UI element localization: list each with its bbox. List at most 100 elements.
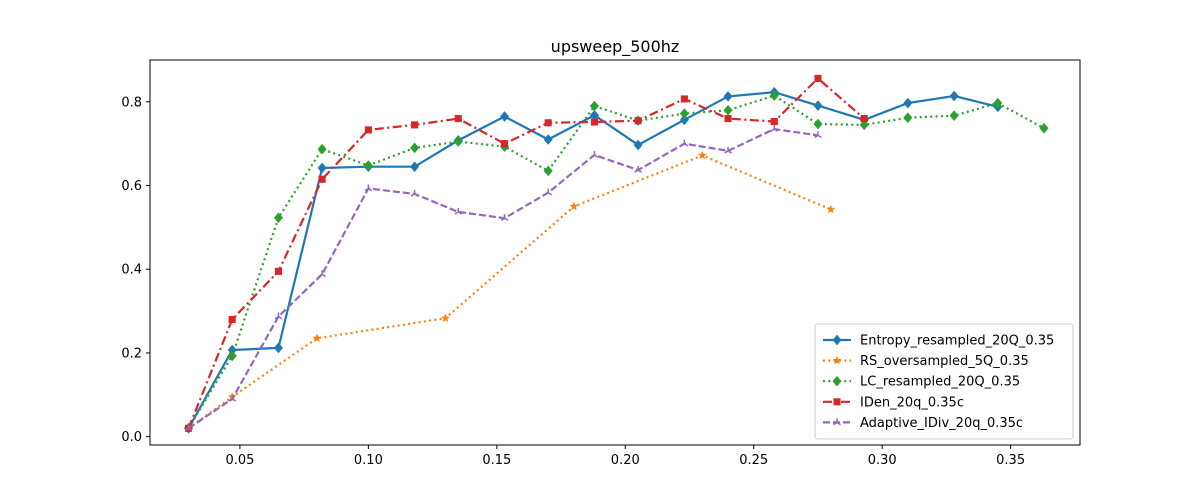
data-point <box>589 100 600 112</box>
legend-box <box>814 323 1074 440</box>
data-point <box>274 267 283 275</box>
data-point <box>410 142 420 154</box>
data-point <box>680 139 689 147</box>
data-point <box>903 97 913 109</box>
legend-marker <box>833 418 841 426</box>
data-point <box>814 74 822 82</box>
data-point <box>411 121 419 129</box>
legend-marker <box>832 375 842 387</box>
data-point <box>826 204 836 214</box>
data-point <box>723 91 733 102</box>
legend-label: IDen_20q_0.35c <box>860 395 964 410</box>
data-point <box>410 189 419 197</box>
legend-entry: Adaptive_IDiv_20q_0.35c <box>823 416 1023 431</box>
data-point <box>590 150 599 158</box>
legend-marker <box>832 334 842 346</box>
data-point <box>499 111 510 122</box>
y-tick-label: 0.0 <box>121 430 142 445</box>
data-point <box>569 201 579 211</box>
data-point <box>228 315 236 324</box>
data-point <box>633 139 643 151</box>
plot-frame <box>149 59 1081 446</box>
data-point <box>724 146 732 154</box>
y-tick-label: 0.2 <box>121 346 142 361</box>
data-point <box>454 115 462 123</box>
data-point <box>814 131 822 139</box>
data-point <box>993 97 1003 109</box>
data-point <box>634 117 642 125</box>
data-point <box>440 313 450 323</box>
data-point <box>227 350 237 362</box>
y-axis: 0.0 0.2 0.4 0.6 0.8 <box>121 95 150 445</box>
x-tick-label: 0.25 <box>739 453 768 468</box>
data-point <box>184 424 193 432</box>
x-axis: 0.05 0.10 0.15 0.20 0.25 0.30 0.35 <box>225 445 1025 468</box>
data-point <box>500 140 509 148</box>
data-point <box>949 90 959 102</box>
data-point <box>454 207 463 215</box>
series-line <box>187 94 1045 429</box>
data-point <box>769 90 779 101</box>
data-point <box>453 136 463 147</box>
x-tick-label: 0.10 <box>354 453 383 468</box>
data-point <box>364 126 372 134</box>
data-point <box>273 212 284 224</box>
data-point <box>318 175 326 183</box>
data-point <box>680 95 688 103</box>
legend-entry: Entropy_resampled_20Q_0.35 <box>823 334 1054 349</box>
data-point <box>590 118 598 126</box>
data-point <box>1039 122 1049 134</box>
legend-entry: RS_oversampled_5Q_0.35 <box>823 354 1029 369</box>
data-point <box>903 112 913 124</box>
data-point <box>274 312 283 320</box>
legend-entry: IDen_20q_0.35c <box>823 395 964 410</box>
legend: Entropy_resampled_20Q_0.35 RS_oversampled… <box>814 323 1074 440</box>
data-point <box>228 394 237 402</box>
data-point <box>364 184 373 192</box>
legend-marker <box>832 355 842 365</box>
data-point <box>312 333 322 343</box>
x-tick-label: 0.15 <box>482 453 511 468</box>
data-point <box>860 115 868 123</box>
data-point <box>679 114 689 126</box>
series-layer <box>183 74 1049 434</box>
data-point <box>410 161 420 173</box>
y-tick-label: 0.8 <box>121 95 142 110</box>
data-point <box>770 125 779 132</box>
legend-label: LC_resampled_20Q_0.35 <box>860 375 1020 390</box>
data-point <box>544 188 553 196</box>
series-5 <box>184 125 822 432</box>
data-point <box>770 117 778 126</box>
data-point <box>318 270 327 278</box>
series-line <box>187 77 865 429</box>
x-tick-label: 0.30 <box>868 453 897 468</box>
data-point <box>634 166 643 173</box>
data-point <box>813 118 823 130</box>
data-point <box>724 115 732 123</box>
chart-title: upsweep_500hz <box>551 37 680 57</box>
data-point <box>859 119 869 131</box>
x-tick-label: 0.20 <box>611 453 640 468</box>
data-point <box>949 110 959 122</box>
y-tick-label: 0.6 <box>121 179 142 194</box>
legend-label: Adaptive_IDiv_20q_0.35c <box>860 416 1023 431</box>
data-point <box>317 162 327 174</box>
y-tick-label: 0.4 <box>121 263 142 278</box>
data-point <box>679 108 689 119</box>
data-point <box>500 214 509 222</box>
data-point <box>273 342 284 354</box>
legend-label: RS_oversampled_5Q_0.35 <box>860 354 1029 369</box>
legend-entry: LC_resampled_20Q_0.35 <box>823 375 1020 390</box>
data-point <box>317 143 327 155</box>
legend-marker <box>833 398 841 406</box>
data-point <box>363 160 373 171</box>
data-point <box>697 150 707 160</box>
x-tick-label: 0.05 <box>225 453 254 468</box>
legend-label: Entropy_resampled_20Q_0.35 <box>860 334 1054 349</box>
data-point <box>813 100 823 112</box>
data-point <box>544 119 552 127</box>
x-tick-label: 0.35 <box>996 453 1025 468</box>
data-point <box>543 165 553 177</box>
data-point <box>543 134 553 145</box>
